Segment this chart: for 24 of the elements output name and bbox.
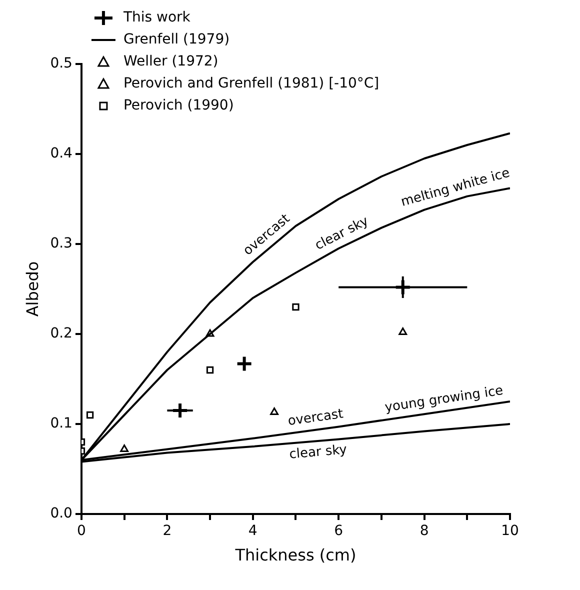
x-tick-label: 0 bbox=[77, 523, 86, 540]
legend-label: This work bbox=[122, 10, 192, 26]
y-tick-label: 0.5 bbox=[50, 56, 72, 72]
legend-label: Perovich (1990) bbox=[123, 98, 234, 114]
y-tick-label: 0.0 bbox=[50, 506, 72, 522]
legend-label: Weller (1972) bbox=[123, 54, 218, 70]
y-axis-title: Albedo bbox=[22, 261, 42, 317]
x-tick-label: 10 bbox=[501, 523, 519, 540]
legend-label: Grenfell (1979) bbox=[123, 32, 230, 48]
annotation: overcast bbox=[287, 406, 344, 430]
annotation: clear sky bbox=[288, 442, 348, 462]
x-tick-label: 8 bbox=[420, 523, 429, 540]
x-axis-title: Thickness (cm) bbox=[234, 546, 356, 565]
x-tick-label: 4 bbox=[248, 523, 258, 540]
y-tick-label: 0.3 bbox=[50, 236, 72, 252]
y-tick-label: 0.2 bbox=[50, 326, 72, 342]
annotation: melting white ice bbox=[399, 166, 512, 210]
annotation: young growing ice bbox=[384, 383, 504, 416]
x-tick-label: 2 bbox=[162, 523, 172, 540]
annotation: clear sky bbox=[312, 214, 372, 254]
x-tick-label: 6 bbox=[334, 523, 344, 540]
legend-label: Perovich and Grenfell (1981) [-10°C] bbox=[123, 76, 380, 92]
y-tick-label: 0.4 bbox=[50, 146, 73, 162]
y-tick-label: 0.1 bbox=[50, 416, 72, 432]
